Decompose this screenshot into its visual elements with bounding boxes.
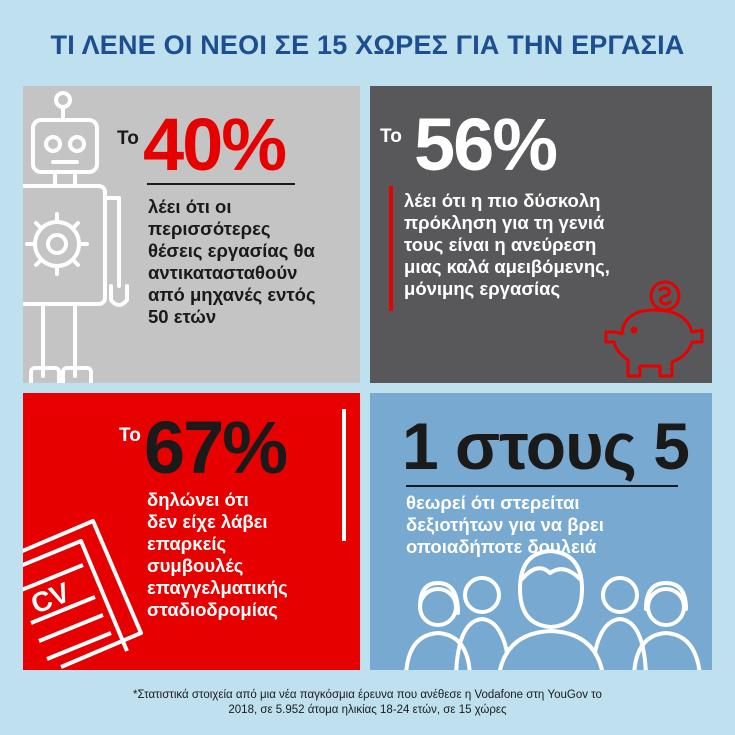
stat-panel-40: Το 40% λέει ότι οι περισσότερες θέσεις ε… [23,86,360,383]
stat-value: 67% [144,406,288,489]
divider [406,485,678,487]
label-to: Το [117,128,139,149]
label-to: Το [380,126,402,147]
cv-label: CV [26,576,74,619]
stat-value: 56% [414,103,558,186]
page-title: ΤΙ ΛΕΝΕ ΟΙ ΝΕΟΙ ΣΕ 15 ΧΩΡΕΣ ΓΙΑ ΤΗΝ ΕΡΓΑ… [50,30,685,60]
stat-value: 1 στους 5 [402,409,690,483]
label-to: Το [119,425,141,446]
footnote: *Στατιστικά στοιχεία από μια νέα παγκόσμ… [133,689,602,716]
accent-bar [389,186,393,311]
stat-panel-56: Το 56% λέει ότι η πιο δύσκολη πρόκληση γ… [370,86,712,383]
stat-panel-1-in-5: 1 στους 5 θεωρεί ότι στερείται δεξιοτήτω… [370,393,712,670]
piggy-bank-icon [604,280,704,378]
people-group-icon [404,549,702,670]
cv-document-icon: CV [23,519,143,669]
divider [147,183,295,185]
robot-gear-icon [23,91,129,383]
stat-value: 40% [143,103,287,186]
stat-panel-67: CV Το 67% δηλώνει ότι δεν είχε λάβει επα… [23,393,360,670]
stat-description: δηλώνει ότι δεν είχε λάβει επαρκείς συμβ… [147,489,288,620]
stat-description: λέει ότι οι περισσότερες θέσεις εργασίας… [148,196,316,327]
accent-bar [342,409,346,541]
stat-description: θεωρεί ότι στερείται δεξιοτήτων για να β… [406,492,604,557]
stat-description: λέει ότι η πιο δύσκολη πρόκληση για τη γ… [404,190,610,299]
